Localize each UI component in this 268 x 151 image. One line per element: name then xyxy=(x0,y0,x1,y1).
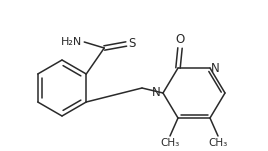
Text: N: N xyxy=(152,87,161,100)
Text: CH₃: CH₃ xyxy=(160,138,180,148)
Text: S: S xyxy=(128,37,136,50)
Text: CH₃: CH₃ xyxy=(209,138,228,148)
Text: N: N xyxy=(211,61,220,74)
Text: H₂N: H₂N xyxy=(61,37,82,47)
Text: O: O xyxy=(175,33,185,46)
